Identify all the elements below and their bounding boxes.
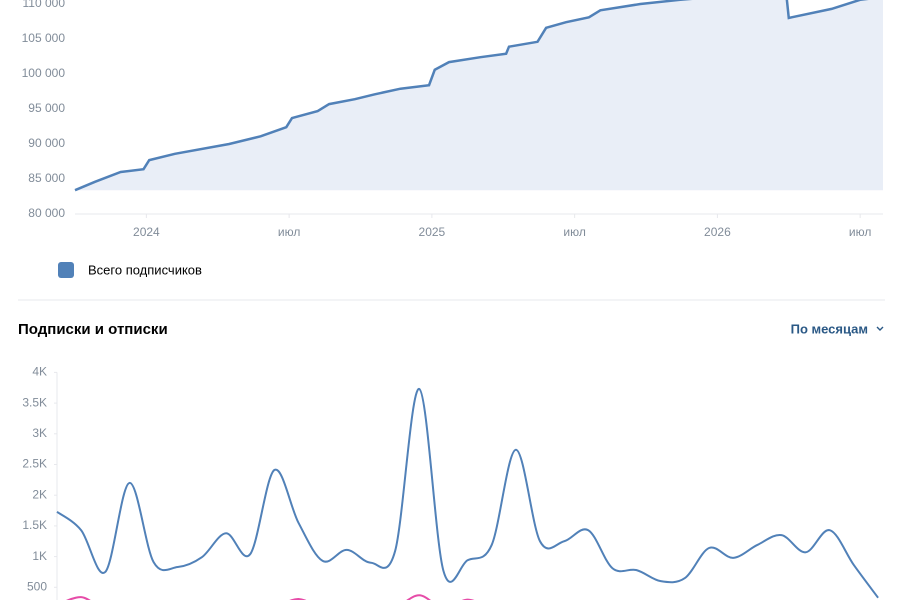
y-tick-label: 3.5K <box>22 395 47 409</box>
y-tick-label: 2K <box>32 487 47 501</box>
y-tick-label: 4K <box>32 365 47 379</box>
x-tick-label: июл <box>563 225 585 239</box>
line <box>56 387 879 599</box>
y-tick-label: 90 000 <box>28 136 65 150</box>
line <box>74 0 869 192</box>
y-tick-label: 1.5K <box>22 518 47 532</box>
y-tick-label: 100 000 <box>22 66 66 80</box>
section-title: Подписки и отписки <box>18 321 168 338</box>
y-tick-label: 3K <box>32 426 47 440</box>
legend-label: Всего подписчиков <box>88 262 202 277</box>
x-tick-label: 2024 <box>133 225 160 239</box>
y-tick-label: 110 000 <box>23 0 66 10</box>
y-tick-label: 1K <box>32 549 47 563</box>
y-tick-label: 80 000 <box>28 206 65 220</box>
legend-swatch <box>58 262 74 278</box>
x-tick-label: июл <box>849 225 871 239</box>
x-tick-label: июл <box>278 225 300 239</box>
y-tick-label: 105 000 <box>22 31 66 45</box>
area-fill <box>75 0 883 191</box>
chevron[interactable] <box>876 326 884 331</box>
y-tick-label: 500 <box>27 579 47 593</box>
y-tick-label: 95 000 <box>28 101 65 115</box>
line <box>65 594 475 600</box>
x-tick-label: 2026 <box>704 225 731 239</box>
period-selector[interactable]: По месяцам <box>791 321 868 336</box>
y-tick-label: 85 000 <box>28 171 65 185</box>
x-tick-label: 2025 <box>419 225 446 239</box>
y-tick-label: 2.5K <box>22 457 47 471</box>
